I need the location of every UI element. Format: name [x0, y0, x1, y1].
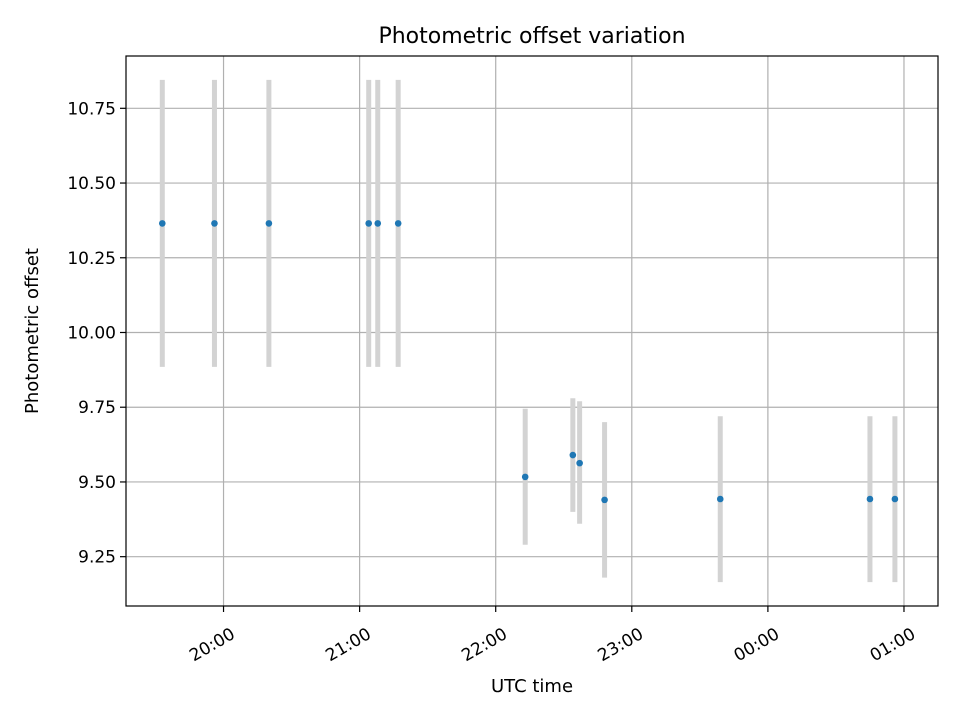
y-tick-label: 9.75 [78, 398, 116, 418]
y-axis: 9.25 9.50 9.75 10.00 10.25 10.50 10.75 [67, 99, 126, 568]
chart-title: Photometric offset variation [378, 24, 685, 49]
y-tick-label: 9.25 [78, 548, 116, 568]
grid [126, 56, 938, 606]
x-axis-label: UTC time [491, 676, 573, 697]
y-tick-label: 10.75 [67, 99, 116, 119]
data-point [866, 495, 874, 503]
data-point [158, 220, 166, 227]
data-points [158, 220, 899, 504]
y-tick-label: 10.00 [67, 323, 116, 343]
data-point [569, 451, 577, 459]
data-point [365, 220, 372, 227]
y-tick-label: 9.50 [78, 473, 116, 493]
plot-frame [125, 55, 939, 607]
y-axis-label: Photometric offset [22, 248, 43, 414]
data-point [891, 495, 899, 503]
data-point [265, 220, 273, 227]
y-tick-label: 10.25 [67, 249, 116, 269]
data-point [521, 473, 529, 481]
data-point [601, 496, 608, 504]
data-point [394, 220, 402, 227]
data-point [716, 495, 724, 503]
data-point [211, 220, 218, 227]
y-tick-label: 10.50 [67, 174, 116, 194]
data-point [576, 459, 583, 467]
data-point [374, 220, 382, 227]
